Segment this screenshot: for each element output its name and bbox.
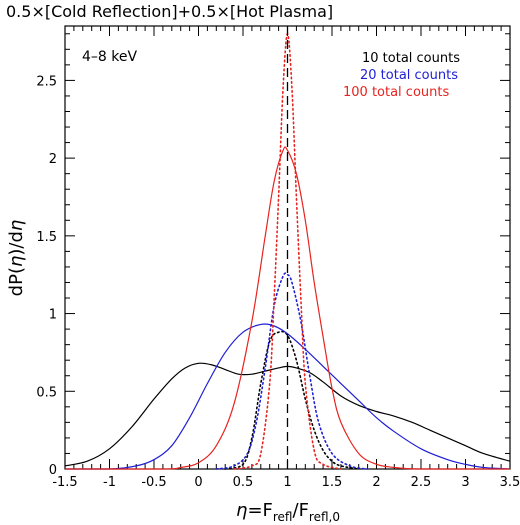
x-tick-label: -1 [103,475,116,490]
x-tick-label: -0.5 [141,475,166,490]
y-tick-label: 0 [49,463,57,478]
series-line-0 [64,362,511,467]
legend: 10 total counts 20 total counts 100 tota… [343,51,460,100]
x-tick-label: 2.5 [411,475,432,490]
x-tick-label: 3.5 [500,475,520,490]
y-axis-label-text: dP(η)/dη [6,220,27,297]
series-line-3 [215,272,369,470]
x-tick-label: 3 [461,475,469,490]
x-tick-label: 1 [283,475,291,490]
x-tick-label: -1.5 [52,475,77,490]
x-tick-label: 0.5 [233,475,254,490]
chart-title: 0.5×[Cold Reflection]+0.5×[Hot Plasma] [6,2,333,21]
legend-entry-20-counts: 20 total counts [360,68,458,83]
series-line-1 [224,330,360,470]
legend-entry-100-counts: 100 total counts [343,85,449,100]
x-tick-label: 0 [194,475,202,490]
y-tick-label: 2.5 [36,74,57,89]
x-axis-label-text: η=Frefl/Frefl,0 [236,500,340,524]
energy-band-annotation: 4–8 keV [82,49,137,65]
x-axis: -1.5 -1 -0.5 0 0.5 1 1.5 2 2.5 3 3.5 [52,26,520,490]
y-tick-label: 1.5 [36,230,57,245]
y-tick-label: 1 [49,308,57,323]
legend-entry-10-counts: 10 total counts [362,51,460,66]
x-tick-label: 2 [372,475,380,490]
y-tick-label: 0.5 [36,385,57,400]
y-axis: 0 0.5 1 1.5 2 2.5 [36,33,510,478]
y-tick-label: 2 [49,152,57,167]
series-line-4 [65,146,510,470]
x-axis-label: η=Frefl/Frefl,0 [236,500,340,524]
y-axis-label: dP(η)/dη [6,220,27,297]
series-line-2 [65,323,511,470]
x-tick-label: 1.5 [322,475,343,490]
